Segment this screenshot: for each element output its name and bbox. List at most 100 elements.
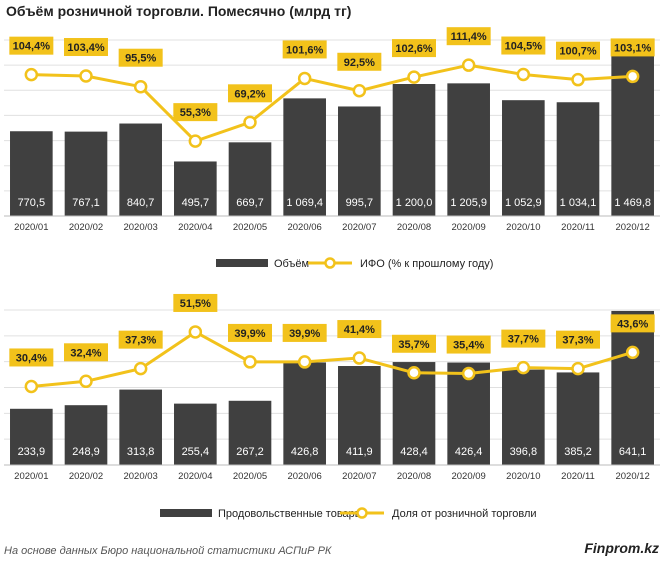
pct-label-box bbox=[118, 48, 163, 67]
bar bbox=[64, 405, 108, 465]
bar-value-label: 767,1 bbox=[72, 197, 100, 209]
bar bbox=[283, 98, 326, 216]
x-tick-label: 2020/12 bbox=[615, 471, 649, 482]
line-point bbox=[516, 67, 531, 82]
bar-value-label: 641,1 bbox=[619, 446, 647, 458]
bar-value-label: 1 469,8 bbox=[614, 197, 651, 209]
bar-value-label: 840,7 bbox=[127, 197, 155, 209]
legend-bar-label: Объём bbox=[274, 258, 309, 270]
x-tick-label: 2020/08 bbox=[397, 471, 431, 482]
pct-label-box bbox=[392, 39, 436, 58]
bar bbox=[174, 403, 217, 465]
pct-value-label: 37,3% bbox=[125, 335, 156, 347]
bar bbox=[119, 389, 162, 465]
line-point bbox=[352, 84, 367, 98]
bar bbox=[338, 106, 381, 216]
pct-label-box bbox=[282, 323, 327, 342]
bar-value-label: 1 200,0 bbox=[396, 197, 433, 209]
pct-value-label: 51,5% bbox=[180, 298, 211, 310]
legend-point-swatch bbox=[356, 507, 368, 519]
pct-label-box bbox=[446, 335, 491, 354]
legend-line-label: Доля от розничной торговли bbox=[392, 508, 537, 520]
x-tick-label: 2020/05 bbox=[233, 222, 267, 233]
chart-title: Объём розничной торговли. Помесячно (млр… bbox=[6, 3, 352, 19]
bar bbox=[556, 372, 600, 465]
line-point bbox=[461, 366, 476, 381]
x-tick-label: 2020/11 bbox=[561, 222, 595, 233]
source-note: На основе данных Бюро национальной стати… bbox=[4, 545, 332, 557]
bar-value-label: 1 205,9 bbox=[450, 197, 487, 209]
line-point bbox=[297, 71, 312, 86]
pct-label-box bbox=[446, 27, 491, 46]
legend: Объём ИФО (% к прошлому году) bbox=[216, 257, 493, 270]
line-point bbox=[133, 361, 148, 376]
x-tick-label: 2020/10 bbox=[506, 471, 540, 482]
pct-label-box bbox=[337, 320, 382, 339]
bar-value-label: 1 052,9 bbox=[505, 197, 542, 209]
bar bbox=[338, 366, 381, 465]
line-point bbox=[133, 79, 148, 94]
legend-bar-swatch bbox=[160, 509, 212, 517]
x-tick-label: 2020/04 bbox=[178, 222, 212, 233]
bar bbox=[283, 362, 326, 465]
x-tick-label: 2020/09 bbox=[451, 471, 485, 482]
bar bbox=[556, 102, 600, 216]
bar bbox=[228, 400, 272, 465]
bar-value-label: 313,8 bbox=[127, 446, 155, 458]
x-tick-label: 2020/11 bbox=[561, 471, 595, 482]
pct-label-box bbox=[392, 334, 436, 353]
pct-value-label: 39,9% bbox=[234, 328, 265, 340]
line-point bbox=[79, 374, 93, 389]
bar bbox=[447, 83, 490, 216]
legend-bar-label: Продовольственные товары bbox=[218, 508, 363, 520]
line-point bbox=[352, 351, 367, 365]
pct-value-label: 69,2% bbox=[234, 88, 265, 100]
pct-label-box bbox=[337, 52, 382, 71]
retail-volume-chart: 770,5 2020/01 767,1 2020/02 840,7 2020/03 495,… bbox=[4, 27, 660, 270]
line-series bbox=[31, 330, 634, 388]
bar bbox=[64, 131, 108, 216]
bar-value-label: 233,9 bbox=[18, 446, 46, 458]
bar-value-label: 995,7 bbox=[346, 197, 374, 209]
brand-logo-text: Finprom.kz bbox=[584, 540, 659, 556]
x-tick-label: 2020/03 bbox=[123, 471, 157, 482]
bar-value-label: 1 034,1 bbox=[560, 197, 597, 209]
line-point bbox=[571, 361, 585, 376]
x-tick-label: 2020/02 bbox=[69, 471, 103, 482]
line-point bbox=[407, 70, 421, 84]
food-goods-chart: 233,9 2020/01 248,9 2020/02 313,8 2020/03 255,… bbox=[4, 293, 660, 520]
pct-value-label: 100,7% bbox=[559, 46, 597, 58]
line-series bbox=[31, 63, 633, 143]
pct-value-label: 111,4% bbox=[451, 31, 487, 43]
pct-label-box bbox=[64, 343, 108, 362]
pct-value-label: 37,7% bbox=[508, 334, 539, 346]
bar-value-label: 770,5 bbox=[18, 197, 46, 209]
x-tick-label: 2020/03 bbox=[123, 222, 157, 233]
x-tick-label: 2020/07 bbox=[342, 222, 376, 233]
bar-value-label: 426,8 bbox=[291, 446, 319, 458]
pct-label-box bbox=[173, 293, 218, 312]
pct-value-label: 35,7% bbox=[398, 339, 429, 351]
bar-value-label: 428,4 bbox=[400, 446, 428, 458]
pct-label-box bbox=[556, 41, 600, 60]
x-tick-label: 2020/10 bbox=[506, 222, 540, 233]
line-point bbox=[625, 345, 640, 360]
legend-point-swatch bbox=[324, 257, 336, 269]
x-tick-label: 2020/06 bbox=[287, 471, 321, 482]
bar-value-label: 396,8 bbox=[510, 446, 538, 458]
line-point bbox=[79, 69, 93, 83]
bar-value-label: 385,2 bbox=[564, 446, 592, 458]
bar-value-label: 248,9 bbox=[72, 446, 100, 458]
line-point bbox=[461, 58, 476, 72]
pct-label-box bbox=[282, 40, 327, 59]
bar-value-label: 267,2 bbox=[236, 446, 264, 458]
bar bbox=[174, 161, 217, 216]
bar-value-label: 495,7 bbox=[182, 197, 210, 209]
x-tick-label: 2020/07 bbox=[342, 471, 376, 482]
pct-value-label: 30,4% bbox=[16, 352, 47, 364]
x-tick-label: 2020/09 bbox=[451, 222, 485, 233]
pct-label-box bbox=[501, 36, 546, 55]
pct-label-box bbox=[501, 329, 546, 348]
pct-value-label: 39,9% bbox=[289, 328, 320, 340]
line-point bbox=[407, 366, 421, 380]
